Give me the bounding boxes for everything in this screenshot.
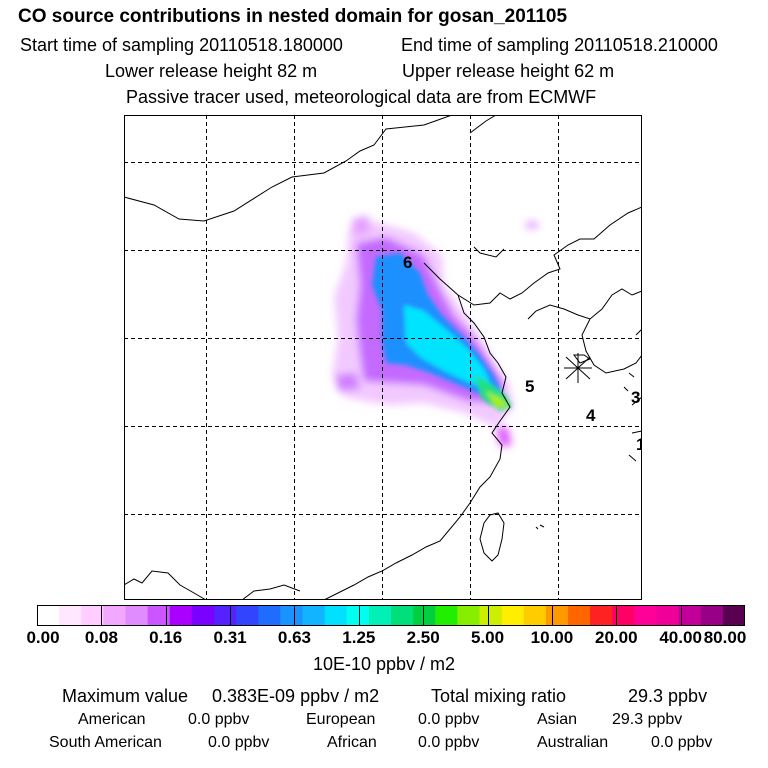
trajectory-marker-5: 5 [525, 377, 534, 396]
colorbar-cell [302, 605, 326, 626]
colorbar-cell [479, 605, 503, 626]
colorbar-cell [523, 605, 547, 626]
max-value: 0.383E-09 ppbv / m2 [212, 686, 380, 706]
colorbar-cell [103, 605, 127, 626]
colorbar-cell [81, 605, 104, 626]
region-south-american-value: 0.0 ppbv [208, 734, 270, 751]
region-african-label: African [327, 734, 377, 751]
colorbar-tick-label: 80.00 [703, 628, 747, 647]
colorbar-tick-label: 10.00 [530, 628, 574, 647]
start-time: Start time of sampling 20110518.180000 [20, 35, 343, 55]
max-value-label: Maximum value [62, 686, 189, 706]
colorbar-cell [435, 605, 458, 626]
colorbar-cell [169, 605, 193, 626]
colorbar-cell [147, 605, 171, 626]
colorbar-tick-label: 40.00 [659, 628, 702, 647]
colorbar-cell [457, 605, 481, 626]
colorbar-cell [125, 605, 149, 626]
colorbar-cell [678, 605, 702, 626]
colorbar-cell [324, 605, 348, 626]
lower-release-height: Lower release height 82 m [105, 61, 318, 81]
colorbar-tick-label: 0.08 [84, 628, 118, 647]
colorbar-cell [501, 605, 525, 626]
colorbar-cell [634, 605, 658, 626]
colorbar-cell [280, 605, 304, 626]
colorbar-cell [722, 605, 745, 626]
colorbar-cell [346, 605, 370, 626]
colorbar-cell [612, 605, 635, 626]
colorbar-tick-label: 0.16 [149, 628, 183, 647]
colorbar-tick-label: 0.31 [213, 628, 247, 647]
colorbar-cell [368, 605, 392, 626]
plume-inner [372, 253, 512, 411]
map-frame [124, 115, 642, 600]
receptor-marker-icon [564, 353, 592, 383]
region-asian-label: Asian [537, 711, 578, 728]
colorbar-cell [191, 605, 215, 626]
lat-lon-grid [124, 115, 642, 600]
colorbar-cell [590, 605, 613, 626]
colorbar [37, 605, 745, 626]
colorbar-cell [545, 605, 569, 626]
upper-release-height: Upper release height 62 m [402, 61, 615, 81]
region-european-value: 0.0 ppbv [418, 711, 480, 728]
colorbar-tick-label: 2.50 [406, 628, 440, 647]
total-mixing-value: 29.3 ppbv [628, 686, 708, 706]
region-african-value: 0.0 ppbv [418, 734, 480, 751]
trajectory-marker-3: 3 [631, 388, 640, 407]
trajectory-marker-4: 4 [586, 406, 596, 425]
colorbar-cell [37, 605, 60, 626]
colorbar-tick-label: 5.00 [470, 628, 505, 647]
region-asian-value: 29.3 ppbv [612, 711, 683, 728]
colorbar-tick-label: 0.63 [277, 628, 311, 647]
colorbar-cell [700, 605, 724, 626]
region-american-label: American [78, 711, 146, 728]
colorbar-tick-label: 0.00 [26, 628, 60, 647]
trajectory-marker-1: 1 [636, 435, 642, 454]
concentration-map: 6 5 4 3 1 [124, 115, 642, 600]
colorbar-cell [656, 605, 680, 626]
colorbar-tick-label: 20.00 [594, 628, 638, 647]
colorbar-cell [413, 605, 436, 626]
total-mixing-label: Total mixing ratio [431, 686, 567, 706]
region-australian-value: 0.0 ppbv [651, 734, 713, 751]
colorbar-cell [236, 605, 259, 626]
region-south-american-label: South American [49, 734, 162, 751]
colorbar-cell [59, 605, 82, 626]
region-european-label: European [306, 711, 376, 728]
colorbar-units: 10E-10 ppbv / m2 [312, 654, 456, 674]
region-australian-label: Australian [537, 734, 609, 751]
colorbar-tick-label: 1.25 [342, 628, 376, 647]
region-american-value: 0.0 ppbv [188, 711, 250, 728]
trajectory-marker-6: 6 [403, 253, 412, 272]
colorbar-cell [391, 605, 414, 626]
map-title: CO source contributions in nested domain… [18, 6, 568, 27]
colorbar-cell [214, 605, 237, 626]
end-time: End time of sampling 20110518.210000 [401, 35, 718, 55]
colorbar-cell [568, 605, 591, 626]
colorbar-cell [258, 605, 281, 626]
tracer-note: Passive tracer used, meteorological data… [126, 87, 597, 107]
